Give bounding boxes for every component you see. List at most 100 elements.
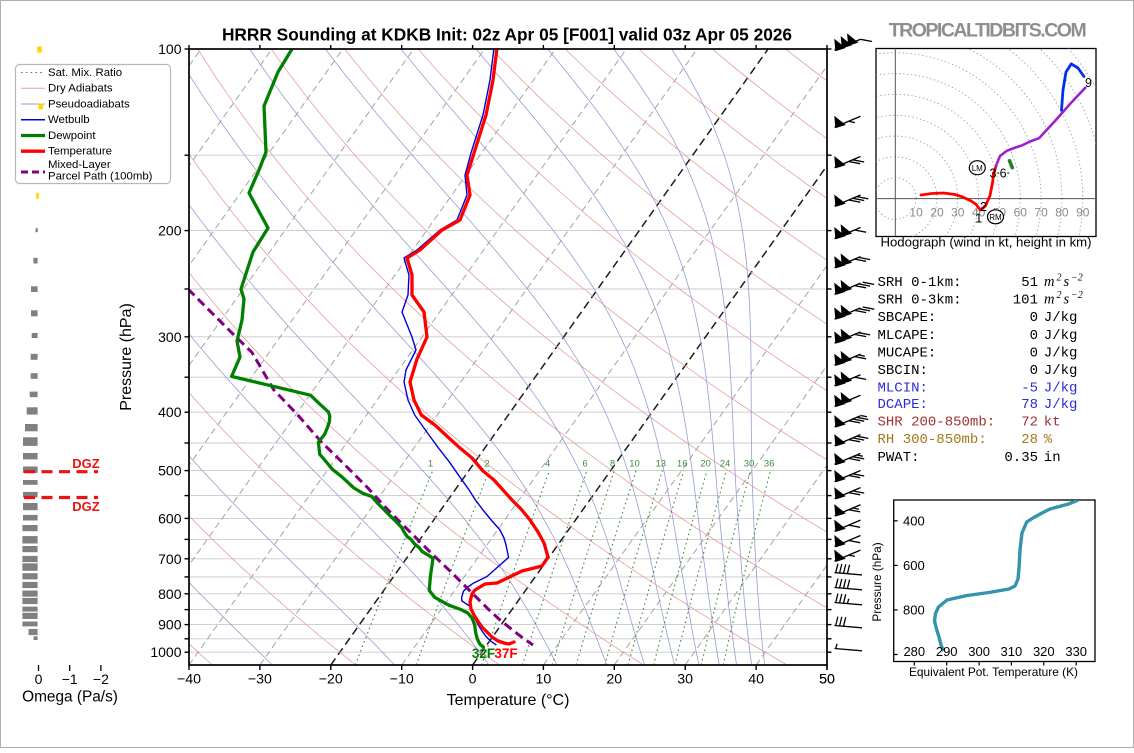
svg-text:40: 40 bbox=[748, 672, 764, 688]
svg-text:10: 10 bbox=[629, 459, 640, 470]
svg-text:0: 0 bbox=[469, 672, 477, 688]
svg-text:SRH 0-3km:: SRH 0-3km: bbox=[878, 293, 962, 309]
svg-text:320: 320 bbox=[1033, 644, 1055, 659]
svg-text:1000: 1000 bbox=[150, 644, 181, 660]
svg-text:RH 300-850mb:: RH 300-850mb: bbox=[878, 432, 987, 448]
svg-text:37F: 37F bbox=[494, 646, 517, 661]
svg-text:LM: LM bbox=[972, 164, 983, 173]
svg-text:30: 30 bbox=[744, 459, 755, 470]
svg-text:MUCAPE:: MUCAPE: bbox=[878, 346, 937, 362]
svg-text:600: 600 bbox=[903, 558, 925, 573]
svg-text:13: 13 bbox=[656, 459, 667, 470]
svg-text:80: 80 bbox=[1055, 206, 1069, 220]
svg-text:Mixed-Layer: Mixed-Layer bbox=[48, 159, 111, 171]
svg-text:30: 30 bbox=[677, 672, 693, 688]
svg-text:800: 800 bbox=[158, 586, 182, 602]
svg-text:330: 330 bbox=[1065, 644, 1087, 659]
svg-text:PWAT:: PWAT: bbox=[878, 450, 920, 466]
svg-text:2: 2 bbox=[1057, 273, 1062, 284]
svg-text:500: 500 bbox=[158, 463, 182, 479]
svg-text:Hodograph (wind in kt, height: Hodograph (wind in kt, height in km) bbox=[880, 235, 1091, 250]
svg-text:kt: kt bbox=[1044, 415, 1061, 431]
svg-text:−2: −2 bbox=[1071, 290, 1083, 301]
svg-text:DGZ: DGZ bbox=[72, 456, 100, 471]
svg-text:2: 2 bbox=[980, 200, 987, 214]
svg-text:m: m bbox=[1044, 292, 1054, 308]
svg-text:600: 600 bbox=[158, 510, 182, 526]
svg-text:290: 290 bbox=[936, 644, 958, 659]
svg-text:MLCAPE:: MLCAPE: bbox=[878, 328, 937, 344]
svg-text:0: 0 bbox=[1030, 346, 1038, 362]
svg-text:Parcel Path (100mb): Parcel Path (100mb) bbox=[48, 171, 153, 183]
svg-text:800: 800 bbox=[903, 603, 925, 618]
svg-text:SBCAPE:: SBCAPE: bbox=[878, 310, 937, 326]
svg-text:−20: −20 bbox=[319, 672, 343, 688]
svg-text:0: 0 bbox=[1030, 328, 1038, 344]
svg-text:6: 6 bbox=[582, 459, 587, 470]
svg-text:300: 300 bbox=[968, 644, 990, 659]
svg-text:Dewpoint: Dewpoint bbox=[48, 130, 96, 142]
svg-text:310: 310 bbox=[1001, 644, 1023, 659]
svg-text:J/kg: J/kg bbox=[1044, 397, 1078, 413]
svg-text:Pseudoadiabats: Pseudoadiabats bbox=[48, 99, 130, 111]
svg-text:%: % bbox=[1044, 432, 1053, 448]
svg-text:200: 200 bbox=[158, 223, 182, 239]
svg-text:700: 700 bbox=[158, 551, 182, 567]
svg-text:Equivalent Pot. Temperature (K: Equivalent Pot. Temperature (K) bbox=[909, 665, 1078, 679]
svg-text:−10: −10 bbox=[390, 672, 414, 688]
svg-text:32F: 32F bbox=[472, 646, 495, 661]
svg-text:Pressure (hPa): Pressure (hPa) bbox=[870, 542, 884, 621]
svg-text:400: 400 bbox=[158, 404, 182, 420]
svg-text:78: 78 bbox=[1021, 397, 1038, 413]
svg-text:3: 3 bbox=[990, 167, 997, 181]
svg-text:20: 20 bbox=[700, 459, 711, 470]
svg-text:4: 4 bbox=[545, 459, 550, 470]
svg-text:Omega (Pa/s): Omega (Pa/s) bbox=[22, 689, 118, 706]
svg-text:1: 1 bbox=[428, 459, 433, 470]
svg-text:900: 900 bbox=[158, 617, 182, 633]
svg-text:−1: −1 bbox=[62, 671, 78, 687]
svg-text:HRRR Sounding at KDKB Init: 02: HRRR Sounding at KDKB Init: 02z Apr 05 [… bbox=[222, 25, 792, 45]
svg-text:280: 280 bbox=[903, 644, 925, 659]
svg-text:−2: −2 bbox=[93, 671, 109, 687]
svg-text:0.35: 0.35 bbox=[1004, 450, 1038, 466]
svg-text:16: 16 bbox=[677, 459, 688, 470]
svg-text:72: 72 bbox=[1021, 415, 1038, 431]
svg-text:Dry Adiabats: Dry Adiabats bbox=[48, 83, 113, 95]
svg-text:36: 36 bbox=[764, 459, 775, 470]
svg-text:51: 51 bbox=[1021, 275, 1038, 291]
svg-text:SRH 0-1km:: SRH 0-1km: bbox=[878, 275, 962, 291]
svg-text:RM: RM bbox=[989, 213, 1002, 222]
svg-text:MLCIN:: MLCIN: bbox=[878, 380, 928, 396]
svg-text:Pressure (hPa): Pressure (hPa) bbox=[118, 303, 135, 411]
svg-text:10: 10 bbox=[536, 672, 552, 688]
svg-text:24: 24 bbox=[720, 459, 731, 470]
svg-text:-5: -5 bbox=[1021, 380, 1038, 396]
svg-text:Temperature (°C): Temperature (°C) bbox=[447, 692, 570, 709]
svg-text:0: 0 bbox=[1030, 310, 1038, 326]
svg-text:30: 30 bbox=[951, 206, 965, 220]
svg-text:J/kg: J/kg bbox=[1044, 310, 1078, 326]
svg-text:Wetbulb: Wetbulb bbox=[48, 114, 90, 126]
svg-text:2: 2 bbox=[484, 459, 489, 470]
svg-text:90: 90 bbox=[1076, 206, 1090, 220]
svg-text:Temperature: Temperature bbox=[48, 146, 112, 158]
svg-text:−40: −40 bbox=[177, 672, 201, 688]
svg-text:SHR 200-850mb:: SHR 200-850mb: bbox=[878, 415, 996, 431]
svg-text:J/kg: J/kg bbox=[1044, 346, 1078, 362]
svg-text:DCAPE:: DCAPE: bbox=[878, 397, 928, 413]
svg-text:2: 2 bbox=[1057, 290, 1062, 301]
svg-text:10: 10 bbox=[909, 206, 923, 220]
svg-text:70: 70 bbox=[1034, 206, 1048, 220]
svg-text:s: s bbox=[1064, 292, 1070, 308]
svg-text:DGZ: DGZ bbox=[72, 499, 100, 514]
svg-text:20: 20 bbox=[606, 672, 622, 688]
svg-text:Sat. Mix. Ratio: Sat. Mix. Ratio bbox=[48, 67, 122, 79]
svg-text:J/kg: J/kg bbox=[1044, 328, 1078, 344]
svg-text:60: 60 bbox=[1014, 206, 1028, 220]
svg-text:−30: −30 bbox=[248, 672, 272, 688]
svg-text:m: m bbox=[1044, 274, 1054, 290]
svg-text:in: in bbox=[1044, 450, 1061, 466]
svg-text:20: 20 bbox=[930, 206, 944, 220]
svg-text:J/kg: J/kg bbox=[1044, 363, 1078, 379]
